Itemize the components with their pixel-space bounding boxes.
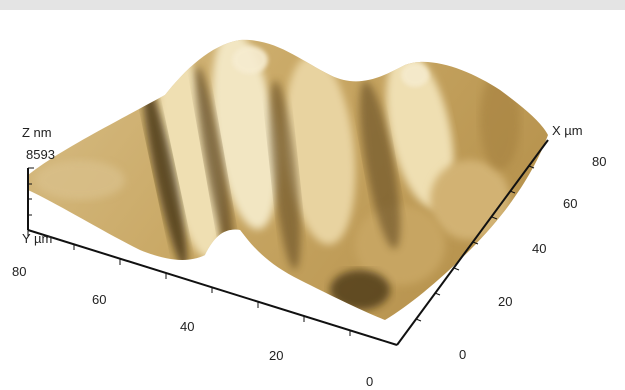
y-tick-label: 80 [12,264,27,279]
y-axis-ticks [27,230,351,336]
x-tick-label: 80 [592,154,607,169]
x-axis-ticks [415,165,535,322]
x-axis-label: X µm [552,123,583,138]
z-axis-max-label: 8593 [26,147,55,162]
y-tick-label: 20 [269,348,284,363]
z-axis-label: Z nm [22,125,52,140]
z-axis-ticks [28,167,34,216]
x-tick-label: 40 [532,241,547,256]
origin-label: 0 [366,374,374,389]
x-tick-label: 20 [498,294,513,309]
top-bar [0,0,625,10]
x-tick-label: 60 [563,196,578,211]
x-axis-line [396,139,549,346]
y-axis-label: Y µm [22,231,53,246]
y-tick-label: 60 [92,292,107,307]
y-tick-label: 40 [180,319,195,334]
x-tick-label: 0 [459,347,467,362]
surface [28,39,548,321]
